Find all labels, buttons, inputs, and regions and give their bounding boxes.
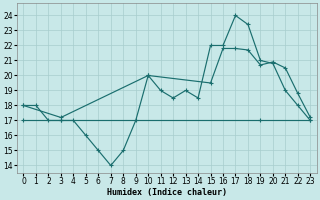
X-axis label: Humidex (Indice chaleur): Humidex (Indice chaleur) bbox=[107, 188, 227, 197]
